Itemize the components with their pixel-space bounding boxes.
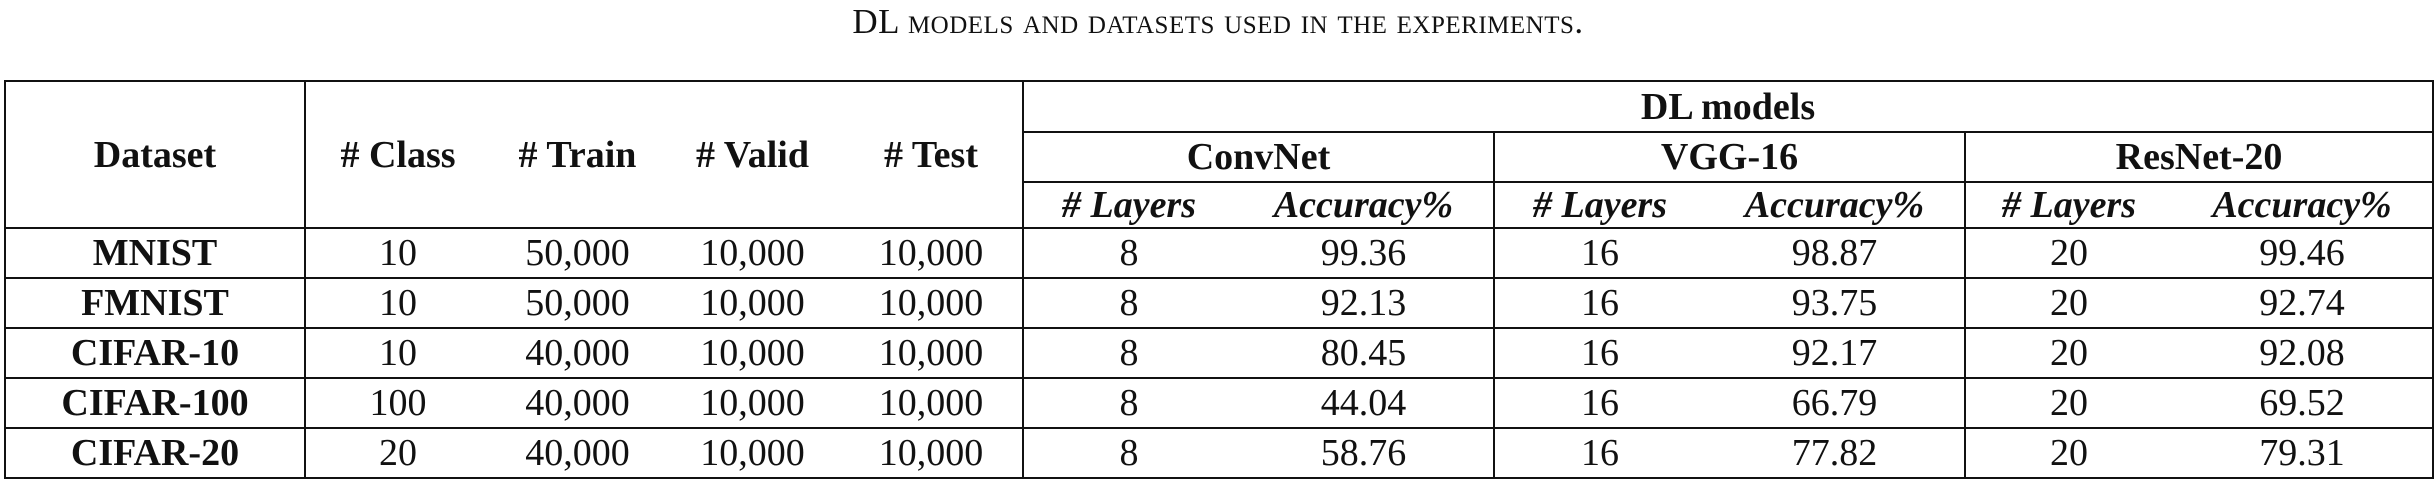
cell-test: 10,000 <box>840 378 1024 429</box>
cell-resnet20-layers: 20 <box>1965 328 2172 379</box>
header-row-group: Dataset # Class # Train # Valid # Test D… <box>4 80 2435 229</box>
cell-vgg16-accuracy: 93.75 <box>1705 278 1966 329</box>
cell-class: 10 <box>305 328 490 379</box>
col-header-train: # Train <box>490 80 665 229</box>
cell-class: 100 <box>305 378 490 429</box>
data-body: MNIST 10 50,000 10,000 10,000 8 99.36 16… <box>4 228 2435 479</box>
cell-convnet-layers: 8 <box>1023 228 1234 279</box>
cell-valid: 10,000 <box>665 428 840 479</box>
header-body: Dataset # Class # Train # Valid # Test D… <box>4 80 2435 229</box>
table-row: CIFAR-10 10 40,000 10,000 10,000 8 80.45… <box>4 328 2435 379</box>
header-row-models: ConvNet VGG-16 ResNet-20 <box>5 132 2435 182</box>
col-header-class: # Class <box>305 80 490 229</box>
table-row: CIFAR-100 100 40,000 10,000 10,000 8 44.… <box>4 378 2435 429</box>
cell-resnet20-layers: 20 <box>1965 228 2172 279</box>
col-header-resnet20-layers: # Layers <box>1965 181 2172 229</box>
cell-valid: 10,000 <box>665 328 840 379</box>
cell-test: 10,000 <box>840 278 1024 329</box>
cell-vgg16-layers: 16 <box>1494 278 1705 329</box>
col-header-test: # Test <box>840 80 1024 229</box>
cell-resnet20-layers: 20 <box>1965 378 2172 429</box>
cell-convnet-accuracy: 44.04 <box>1234 378 1495 429</box>
col-header-dataset: Dataset <box>4 80 306 229</box>
table-caption: DL models and datasets used in the exper… <box>852 2 1584 41</box>
cell-train: 40,000 <box>490 328 665 379</box>
cell-vgg16-accuracy: 92.17 <box>1705 328 1966 379</box>
cell-convnet-layers: 8 <box>1023 378 1234 429</box>
cell-resnet20-accuracy: 92.08 <box>2172 328 2435 379</box>
col-header-resnet20-accuracy: Accuracy% <box>2172 181 2435 229</box>
cell-resnet20-accuracy: 92.74 <box>2172 278 2435 329</box>
cell-convnet-accuracy: 80.45 <box>1234 328 1495 379</box>
header-row-metrics: # Layers Accuracy% # Layers Accuracy% # … <box>5 181 2435 229</box>
cell-test: 10,000 <box>840 428 1024 479</box>
cell-vgg16-layers: 16 <box>1494 228 1705 279</box>
cell-dataset: CIFAR-20 <box>4 428 306 479</box>
cell-dataset: MNIST <box>4 228 306 279</box>
col-header-vgg16-layers: # Layers <box>1494 181 1705 229</box>
cell-resnet20-layers: 20 <box>1965 278 2172 329</box>
cell-convnet-accuracy: 99.36 <box>1234 228 1495 279</box>
cell-resnet20-accuracy: 99.46 <box>2172 228 2435 279</box>
results-table: Dataset # Class # Train # Valid # Test D… <box>4 80 2435 479</box>
cell-vgg16-accuracy: 66.79 <box>1705 378 1966 429</box>
cell-train: 40,000 <box>490 428 665 479</box>
cell-resnet20-accuracy: 69.52 <box>2172 378 2435 429</box>
cell-resnet20-accuracy: 79.31 <box>2172 428 2435 479</box>
cell-valid: 10,000 <box>665 228 840 279</box>
cell-vgg16-layers: 16 <box>1494 328 1705 379</box>
cell-vgg16-layers: 16 <box>1494 378 1705 429</box>
cell-convnet-layers: 8 <box>1023 428 1234 479</box>
cell-dataset: CIFAR-100 <box>4 378 306 429</box>
cell-dataset: FMNIST <box>4 278 306 329</box>
cell-vgg16-layers: 16 <box>1494 428 1705 479</box>
col-header-convnet-accuracy: Accuracy% <box>1234 181 1495 229</box>
cell-class: 10 <box>305 228 490 279</box>
table-row: FMNIST 10 50,000 10,000 10,000 8 92.13 1… <box>4 278 2435 329</box>
cell-dataset: CIFAR-10 <box>4 328 306 379</box>
cell-resnet20-layers: 20 <box>1965 428 2172 479</box>
cell-train: 50,000 <box>490 278 665 329</box>
cell-valid: 10,000 <box>665 378 840 429</box>
cell-valid: 10,000 <box>665 278 840 329</box>
col-header-convnet-layers: # Layers <box>1023 181 1234 229</box>
cell-test: 10,000 <box>840 328 1024 379</box>
cell-test: 10,000 <box>840 228 1024 279</box>
cell-class: 10 <box>305 278 490 329</box>
cell-class: 20 <box>305 428 490 479</box>
cell-convnet-accuracy: 58.76 <box>1234 428 1495 479</box>
cell-train: 40,000 <box>490 378 665 429</box>
table-row: MNIST 10 50,000 10,000 10,000 8 99.36 16… <box>4 228 2435 279</box>
cell-convnet-layers: 8 <box>1023 328 1234 379</box>
cell-vgg16-accuracy: 98.87 <box>1705 228 1966 279</box>
col-header-model-resnet20: ResNet-20 <box>1965 132 2435 182</box>
cell-train: 50,000 <box>490 228 665 279</box>
col-header-model-convnet: ConvNet <box>1023 132 1495 182</box>
cell-convnet-accuracy: 92.13 <box>1234 278 1495 329</box>
cell-vgg16-accuracy: 77.82 <box>1705 428 1966 479</box>
cell-convnet-layers: 8 <box>1023 278 1234 329</box>
col-header-vgg16-accuracy: Accuracy% <box>1705 181 1966 229</box>
col-header-valid: # Valid <box>665 80 840 229</box>
table-row: CIFAR-20 20 40,000 10,000 10,000 8 58.76… <box>4 428 2435 479</box>
col-header-dl-models: DL models <box>1023 80 2435 133</box>
col-header-model-vgg16: VGG-16 <box>1494 132 1966 182</box>
